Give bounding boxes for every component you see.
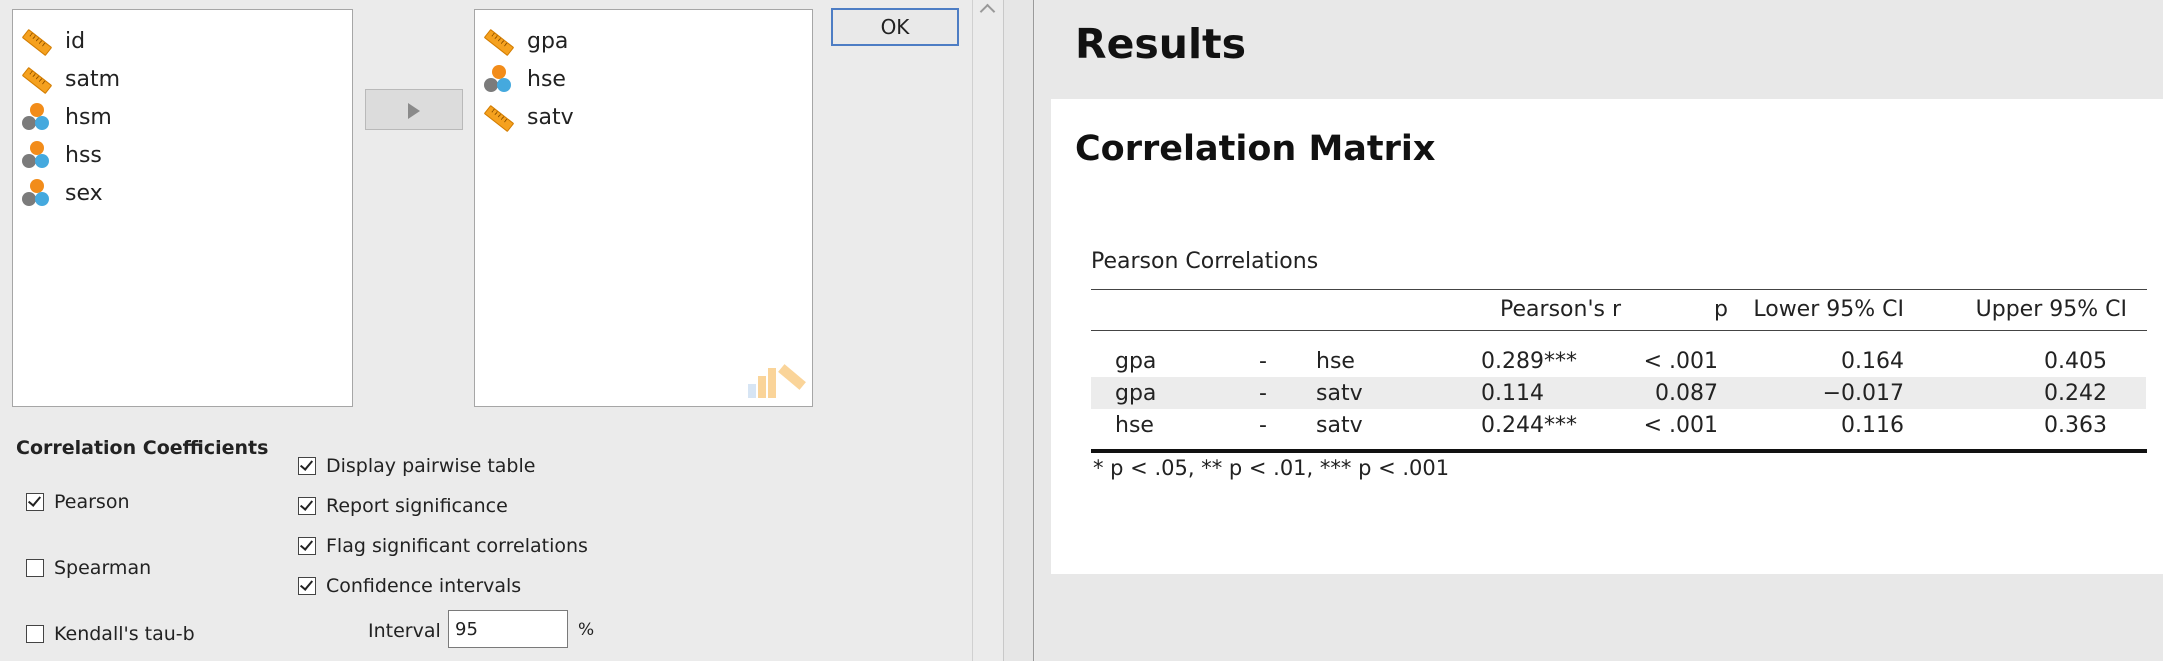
correlation-matrix-heading: Correlation Matrix xyxy=(1075,129,1436,169)
col-header-p: p xyxy=(1714,297,1728,322)
checkbox[interactable] xyxy=(298,497,316,515)
results-pane: Results Correlation Matrix Pearson Corre… xyxy=(1035,0,2163,661)
p-value-cell: < .001 xyxy=(1643,413,1718,438)
checkbox[interactable] xyxy=(26,493,44,511)
table-row: hse - satv 0.244*** < .001 0.116 0.363 xyxy=(1091,409,2146,441)
var1-cell: gpa xyxy=(1115,381,1157,406)
var2-cell: hse xyxy=(1316,349,1355,374)
variable-name: hss xyxy=(65,142,102,168)
table-option[interactable]: Flag significant correlations xyxy=(298,535,588,557)
variable-name: sex xyxy=(65,180,103,206)
variable-item[interactable]: hss xyxy=(21,138,102,172)
checkbox[interactable] xyxy=(298,457,316,475)
pearson-r-cell: 0.289*** xyxy=(1481,349,1577,374)
pearson-r-cell: 0.114 xyxy=(1481,381,1544,406)
option-label: Report significance xyxy=(326,495,508,517)
nominal-icon xyxy=(21,102,51,132)
variable-name: gpa xyxy=(527,28,569,54)
variable-type-watermark-icon xyxy=(748,364,806,398)
separator-cell: - xyxy=(1259,349,1267,374)
ok-button[interactable]: OK xyxy=(831,8,959,46)
panel-splitter[interactable] xyxy=(1003,0,1034,661)
upper-ci-cell: 0.242 xyxy=(2044,381,2107,406)
nominal-icon xyxy=(21,178,51,208)
lower-ci-cell: 0.164 xyxy=(1841,349,1904,374)
variable-item[interactable]: satv xyxy=(483,100,574,134)
arrow-right-icon xyxy=(408,103,420,119)
nominal-icon xyxy=(483,64,513,94)
col-header-pearsons-r: Pearson's r xyxy=(1500,297,1621,322)
checkbox[interactable] xyxy=(26,625,44,643)
separator-cell: - xyxy=(1259,381,1267,406)
variable-item[interactable]: sex xyxy=(21,176,103,210)
lower-ci-cell: −0.017 xyxy=(1822,381,1904,406)
move-variable-button[interactable] xyxy=(365,89,463,130)
checkbox[interactable] xyxy=(298,577,316,595)
selected-variables-list[interactable]: gpa hse satv xyxy=(474,9,813,407)
interval-input[interactable]: 95 xyxy=(448,610,568,648)
var1-cell: gpa xyxy=(1115,349,1157,374)
checkbox[interactable] xyxy=(26,559,44,577)
var1-cell: hse xyxy=(1115,413,1154,438)
pearson-r-cell: 0.244*** xyxy=(1481,413,1577,438)
interval-percent-label: % xyxy=(578,620,595,640)
option-label: Flag significant correlations xyxy=(326,535,588,557)
checkbox[interactable] xyxy=(298,537,316,555)
nominal-icon xyxy=(21,140,51,170)
variable-name: id xyxy=(65,28,86,54)
table-option[interactable]: Report significance xyxy=(298,495,508,517)
variable-item[interactable]: id xyxy=(21,24,85,58)
option-label: Spearman xyxy=(54,557,152,579)
var2-cell: satv xyxy=(1316,413,1363,438)
results-card: Correlation Matrix Pearson Correlations … xyxy=(1051,99,2163,574)
analysis-options-panel: id satm hsm hss sex gpa hse satv OK Correlatio… xyxy=(0,0,1003,661)
ruler-icon xyxy=(483,102,515,133)
variable-name: satm xyxy=(65,66,120,92)
variable-item[interactable]: hse xyxy=(483,62,566,96)
col-header-lower-ci: Lower 95% CI xyxy=(1753,297,1904,322)
table-row: gpa - satv 0.114 0.087 −0.017 0.242 xyxy=(1091,377,2146,409)
pearson-correlations-title: Pearson Correlations xyxy=(1091,249,1319,274)
table-option[interactable]: Confidence intervals xyxy=(298,575,521,597)
correlation-coefficients-heading: Correlation Coefficients xyxy=(16,437,269,459)
variable-item[interactable]: hsm xyxy=(21,100,112,134)
significance-footnote: * p < .05, ** p < .01, *** p < .001 xyxy=(1093,456,1450,480)
lower-ci-cell: 0.116 xyxy=(1841,413,1904,438)
table-option[interactable]: Display pairwise table xyxy=(298,455,535,477)
upper-ci-cell: 0.363 xyxy=(2044,413,2107,438)
p-value-cell: < .001 xyxy=(1643,349,1718,374)
interval-label: Interval xyxy=(368,620,441,642)
ruler-icon xyxy=(21,64,53,95)
option-label: Kendall's tau-b xyxy=(54,623,195,645)
option-label: Display pairwise table xyxy=(326,455,536,477)
variable-name: hse xyxy=(527,66,566,92)
p-value-cell: 0.087 xyxy=(1655,381,1718,406)
variable-name: hsm xyxy=(65,104,112,130)
var2-cell: satv xyxy=(1316,381,1363,406)
ruler-icon xyxy=(483,26,515,57)
coefficient-option[interactable]: Pearson xyxy=(26,491,130,513)
coefficient-option[interactable]: Kendall's tau-b xyxy=(26,623,195,645)
scroll-up-icon[interactable] xyxy=(979,3,996,20)
variable-item[interactable]: gpa xyxy=(483,24,568,58)
correlations-table: Pearson's r p Lower 95% CI Upper 95% CI … xyxy=(1091,289,2147,489)
dialog-scrollbar[interactable] xyxy=(972,0,1003,661)
ruler-icon xyxy=(21,26,53,57)
results-title: Results xyxy=(1075,20,1247,68)
table-row: gpa - hse 0.289*** < .001 0.164 0.405 xyxy=(1091,345,2146,377)
coefficient-option[interactable]: Spearman xyxy=(26,557,151,579)
available-variables-list[interactable]: id satm hsm hss sex xyxy=(12,9,353,407)
option-label: Confidence intervals xyxy=(326,575,522,597)
col-header-upper-ci: Upper 95% CI xyxy=(1975,297,2127,322)
option-label: Pearson xyxy=(54,491,130,513)
upper-ci-cell: 0.405 xyxy=(2044,349,2107,374)
variable-name: satv xyxy=(527,104,574,130)
separator-cell: - xyxy=(1259,413,1267,438)
variable-item[interactable]: satm xyxy=(21,62,120,96)
